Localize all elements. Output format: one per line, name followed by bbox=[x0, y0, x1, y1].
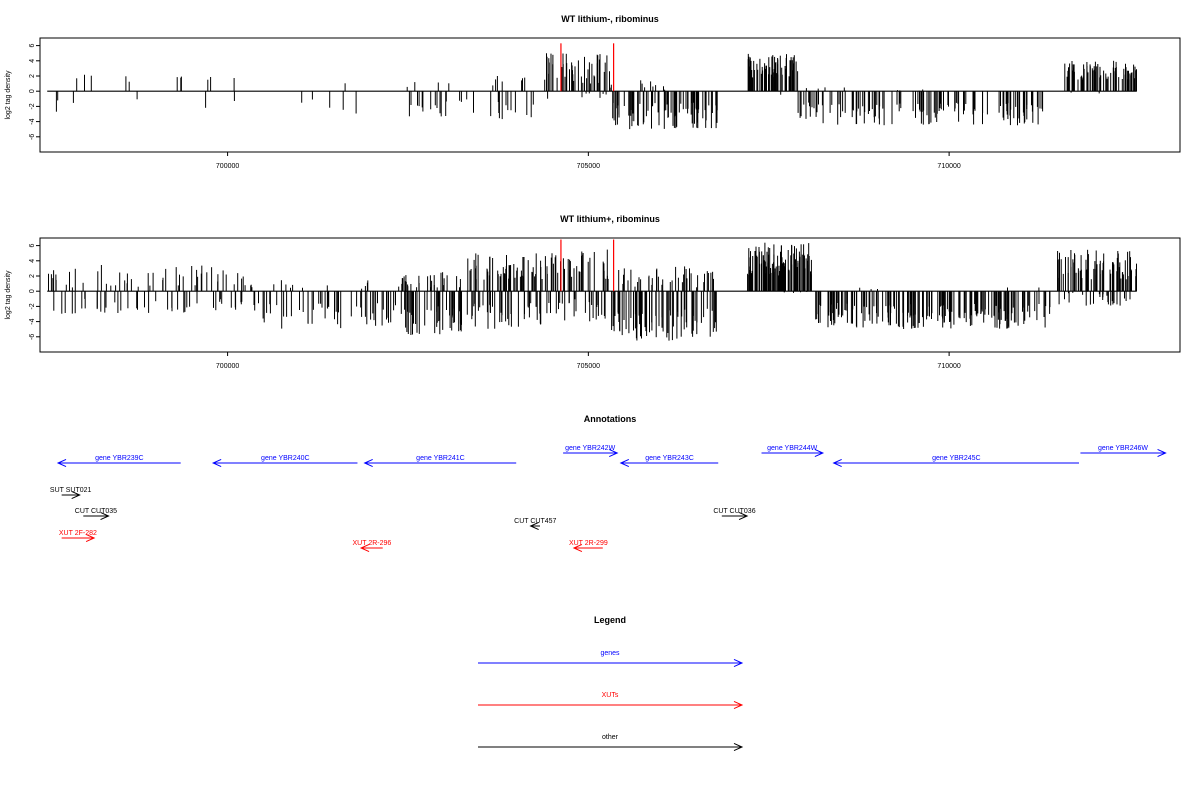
feature-label: XUT 2R-296 bbox=[353, 540, 392, 547]
track-title: WT lithium+, ribominus bbox=[560, 214, 660, 224]
annotation-feature: XUT 2R-296 bbox=[353, 540, 392, 553]
feature-label: gene YBR239C bbox=[95, 455, 144, 462]
feature-label: SUT SUT021 bbox=[50, 487, 92, 494]
x-tick-label: 700000 bbox=[216, 363, 239, 370]
arrowhead bbox=[814, 448, 825, 458]
y-tick-label: -2 bbox=[29, 103, 36, 109]
annotation-feature: gene YBR241C bbox=[363, 455, 517, 468]
arrowhead bbox=[832, 458, 842, 468]
y-tick-label: -4 bbox=[29, 118, 36, 124]
feature-label: XUT 2R-299 bbox=[569, 540, 608, 547]
y-tick-label: 0 bbox=[29, 289, 36, 293]
y-axis: -6 -4 -2 0 2 4 6 bbox=[29, 244, 40, 340]
y-tick-label: 4 bbox=[29, 59, 36, 63]
y-tick-label: 4 bbox=[29, 259, 36, 263]
arrowhead bbox=[1157, 448, 1167, 458]
annotation-feature: XUT 2R-299 bbox=[569, 540, 608, 553]
annotation-feature: CUT CUT036 bbox=[713, 508, 756, 521]
legend: Legend genes XUTs other bbox=[478, 615, 744, 752]
x-tick-label: 700000 bbox=[216, 163, 239, 170]
x-tick-label: 705000 bbox=[577, 163, 600, 170]
annotation-feature: gene YBR240C bbox=[211, 455, 358, 468]
density-bars bbox=[47, 43, 1137, 130]
annotation-feature: gene YBR246W bbox=[1080, 445, 1167, 458]
arrowhead bbox=[211, 458, 222, 468]
annotations-title: Annotations bbox=[584, 414, 637, 424]
annotation-features: gene YBR239C gene YBR240C gene YBR241C gene… bbox=[50, 445, 1167, 553]
legend-item: XUTs bbox=[478, 692, 744, 710]
annotation-feature: CUT CUT035 bbox=[75, 508, 117, 521]
legend-title: Legend bbox=[594, 615, 626, 625]
annotation-feature: gene YBR239C bbox=[56, 455, 181, 468]
arrowhead bbox=[100, 511, 110, 521]
track-panel-lithium-minus: WT lithium-, ribominus log2 tag density … bbox=[5, 14, 1181, 170]
annotation-feature: gene YBR245C bbox=[832, 455, 1079, 468]
arrowhead bbox=[363, 458, 373, 468]
y-tick-label: 2 bbox=[29, 74, 36, 78]
arrowhead bbox=[71, 490, 81, 500]
y-tick-label: -6 bbox=[29, 334, 36, 340]
annotation-feature: gene YBR244W bbox=[761, 445, 825, 458]
feature-label: gene YBR246W bbox=[1098, 445, 1148, 452]
track-panel-lithium-plus: WT lithium+, ribominus log2 tag density … bbox=[5, 214, 1181, 370]
legend-item: genes bbox=[478, 650, 744, 668]
y-axis: -6 -4 -2 0 2 4 6 bbox=[29, 44, 40, 140]
arrowhead bbox=[738, 511, 749, 521]
legend-label: other bbox=[602, 734, 619, 741]
annotation-feature: gene YBR242W bbox=[563, 445, 619, 458]
legend-label: genes bbox=[600, 650, 620, 657]
track-title: WT lithium-, ribominus bbox=[561, 14, 659, 24]
y-tick-label: 6 bbox=[29, 44, 36, 48]
feature-label: gene YBR244W bbox=[767, 445, 817, 452]
annotations-panel: Annotations gene YBR239C gene YBR240C gene… bbox=[50, 414, 1167, 553]
arrowhead bbox=[359, 543, 370, 553]
y-axis-label: log2 tag density bbox=[5, 70, 12, 120]
feature-label: gene YBR245C bbox=[932, 455, 981, 462]
annotation-feature: SUT SUT021 bbox=[50, 487, 92, 500]
feature-label: gene YBR243C bbox=[645, 455, 694, 462]
y-tick-label: 6 bbox=[29, 244, 36, 248]
feature-label: CUT CUT457 bbox=[514, 518, 556, 525]
annotation-feature: CUT CUT457 bbox=[514, 518, 557, 531]
annotation-feature: XUT 2F-282 bbox=[59, 530, 97, 543]
legend-item: other bbox=[478, 734, 744, 752]
arrowhead bbox=[619, 458, 630, 468]
arrowhead bbox=[85, 533, 96, 543]
arrowhead bbox=[733, 658, 744, 668]
y-tick-label: -2 bbox=[29, 303, 36, 309]
x-tick-label: 705000 bbox=[577, 363, 600, 370]
x-axis: 700000 705000 710000 bbox=[216, 152, 961, 170]
annotation-feature: gene YBR243C bbox=[619, 455, 719, 468]
y-axis-label: log2 tag density bbox=[5, 270, 12, 320]
feature-label: gene YBR240C bbox=[261, 455, 310, 462]
arrowhead bbox=[733, 742, 744, 752]
plot-frame bbox=[39, 237, 1181, 353]
feature-label: CUT CUT036 bbox=[713, 508, 755, 515]
arrowhead bbox=[529, 521, 539, 531]
feature-label: gene YBR242W bbox=[565, 445, 615, 452]
legend-label: XUTs bbox=[602, 692, 619, 699]
arrowhead bbox=[56, 458, 67, 468]
feature-label: CUT CUT035 bbox=[75, 508, 117, 515]
arrowhead bbox=[572, 543, 583, 553]
arrowhead bbox=[733, 700, 744, 710]
x-tick-label: 710000 bbox=[937, 363, 960, 370]
feature-label: gene YBR241C bbox=[416, 455, 465, 462]
y-tick-label: 0 bbox=[29, 89, 36, 93]
x-axis: 700000 705000 710000 bbox=[216, 352, 961, 370]
x-tick-label: 710000 bbox=[937, 163, 960, 170]
plot-frame bbox=[39, 37, 1181, 153]
density-bars bbox=[47, 239, 1137, 341]
feature-label: XUT 2F-282 bbox=[59, 530, 97, 537]
y-tick-label: -6 bbox=[29, 134, 36, 140]
arrowhead bbox=[609, 448, 619, 458]
y-tick-label: 2 bbox=[29, 274, 36, 278]
legend-items: genes XUTs other bbox=[478, 650, 744, 752]
y-tick-label: -4 bbox=[29, 318, 36, 324]
